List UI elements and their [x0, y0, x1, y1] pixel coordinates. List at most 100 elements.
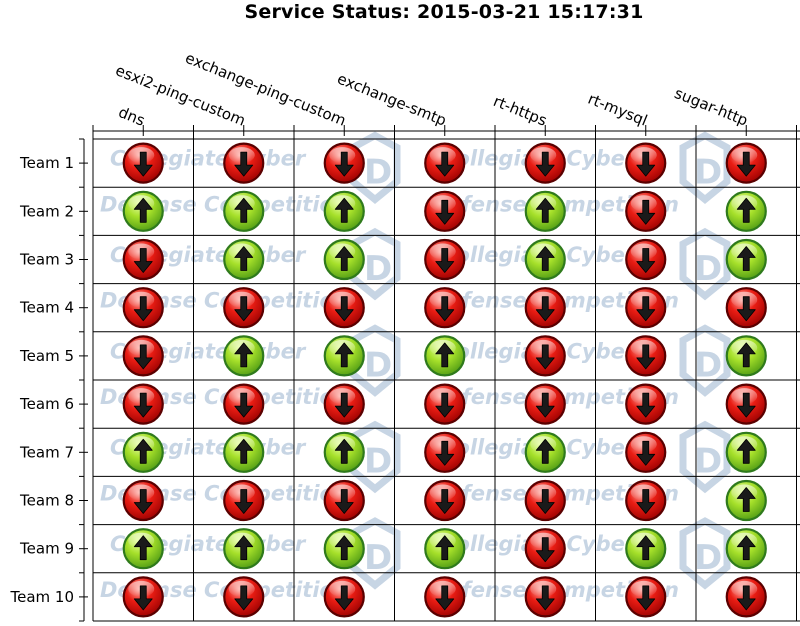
status-markers — [122, 142, 767, 618]
status-down-marker — [524, 576, 566, 618]
arrow-down-icon — [636, 199, 656, 225]
status-down-marker — [524, 479, 566, 522]
arrow-up-icon — [334, 342, 354, 368]
watermark-shield-icon — [679, 517, 731, 590]
status-down-marker — [223, 479, 265, 522]
arrow-down-icon — [636, 440, 656, 466]
arrow-down-icon — [435, 248, 455, 273]
arrow-down-icon — [636, 489, 656, 514]
arrow-down-icon — [535, 392, 555, 418]
status-down-marker — [625, 335, 667, 377]
arrow-up-icon — [334, 438, 354, 464]
arrow-down-icon — [234, 489, 254, 514]
arrow-up-icon — [736, 246, 756, 271]
status-down-marker — [223, 142, 265, 184]
status-up-marker — [122, 528, 164, 570]
status-down-marker — [625, 479, 667, 522]
row-label: Team 8 — [19, 492, 74, 510]
status-down-marker — [625, 238, 667, 281]
watermark-letter: D — [694, 345, 722, 385]
watermark-shield-icon — [679, 227, 731, 301]
chart-title: Service Status: 2015-03-21 15:17:31 — [244, 1, 644, 23]
status-up-marker — [223, 335, 265, 377]
arrow-up-icon — [736, 197, 756, 223]
row-label: Team 3 — [19, 251, 74, 269]
arrow-up-icon — [133, 197, 153, 223]
row-label: Team 5 — [19, 347, 74, 365]
grid-layer — [79, 125, 800, 622]
column-label: sugar-http — [672, 84, 751, 130]
watermark-shield-icon — [679, 420, 731, 494]
status-down-marker — [424, 238, 466, 281]
status-down-marker — [323, 576, 365, 618]
status-down-marker — [725, 576, 767, 618]
status-up-marker — [424, 528, 466, 570]
status-down-marker — [122, 576, 164, 618]
arrow-up-icon — [736, 487, 756, 512]
status-up-marker — [323, 335, 365, 377]
watermark-letter: D — [364, 538, 392, 578]
status-down-marker — [424, 576, 466, 618]
status-down-marker — [625, 287, 667, 329]
arrow-up-icon — [234, 246, 254, 271]
arrow-up-icon — [234, 438, 254, 464]
status-up-marker — [223, 528, 265, 570]
arrow-down-icon — [636, 344, 656, 370]
watermark-letter: D — [364, 249, 392, 289]
arrow-down-icon — [435, 199, 455, 225]
column-label: exchange-ping-custom — [183, 49, 349, 130]
status-up-marker — [424, 335, 466, 377]
arrow-down-icon — [636, 248, 656, 273]
arrow-down-icon — [736, 585, 756, 611]
status-down-marker — [122, 287, 164, 329]
arrow-up-icon — [736, 535, 756, 561]
status-up-marker — [524, 190, 566, 232]
arrow-down-icon — [334, 489, 354, 514]
arrow-up-icon — [234, 197, 254, 223]
arrow-down-icon — [133, 392, 153, 418]
arrow-up-icon — [636, 535, 656, 561]
status-up-marker — [223, 431, 265, 473]
status-up-marker — [725, 528, 767, 570]
arrow-up-icon — [234, 535, 254, 561]
status-down-marker — [122, 335, 164, 377]
arrow-down-icon — [736, 296, 756, 322]
status-up-marker — [625, 528, 667, 570]
status-down-marker — [424, 287, 466, 329]
status-up-marker — [725, 238, 767, 281]
arrow-up-icon — [535, 197, 555, 223]
status-down-marker — [424, 383, 466, 425]
arrow-down-icon — [535, 489, 555, 514]
arrow-down-icon — [133, 151, 153, 177]
arrow-down-icon — [334, 392, 354, 418]
arrow-up-icon — [535, 246, 555, 271]
arrow-up-icon — [435, 342, 455, 368]
status-down-marker — [122, 142, 164, 184]
status-up-marker — [122, 190, 164, 232]
arrow-up-icon — [736, 438, 756, 464]
arrow-up-icon — [234, 342, 254, 368]
watermark-letter: D — [694, 442, 722, 482]
arrow-up-icon — [435, 535, 455, 561]
status-down-marker — [524, 335, 566, 377]
status-up-marker — [725, 335, 767, 377]
status-down-marker — [625, 383, 667, 425]
arrow-down-icon — [334, 585, 354, 611]
watermark-letter: D — [694, 249, 722, 289]
column-label: rt-https — [491, 92, 550, 130]
watermark-letter: D — [694, 538, 722, 578]
status-down-marker — [524, 383, 566, 425]
status-up-marker — [725, 190, 767, 232]
arrow-up-icon — [334, 197, 354, 223]
status-up-marker — [524, 431, 566, 473]
status-down-marker — [524, 142, 566, 184]
watermark-letter: D — [364, 442, 392, 482]
arrow-down-icon — [636, 392, 656, 418]
status-down-marker — [424, 190, 466, 232]
arrow-down-icon — [435, 489, 455, 514]
arrow-down-icon — [535, 585, 555, 611]
status-down-marker — [323, 142, 365, 184]
arrow-down-icon — [435, 296, 455, 322]
